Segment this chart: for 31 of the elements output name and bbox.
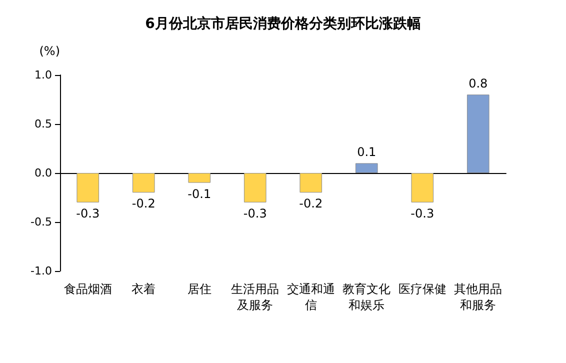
bar <box>355 163 378 173</box>
y-tick-label: -0.5 <box>30 216 52 228</box>
y-tick-label: 0.5 <box>34 118 52 130</box>
y-tick-label: 1.0 <box>34 68 52 82</box>
data-label: -0.1 <box>188 186 212 201</box>
y-tick-label: -1.0 <box>30 264 52 278</box>
x-tick-label: 生活用品及服务 <box>231 282 280 312</box>
bar <box>244 173 266 202</box>
bar <box>188 173 211 183</box>
bar <box>466 94 490 173</box>
bar <box>300 173 322 193</box>
bar <box>132 173 155 193</box>
data-label: -0.2 <box>132 196 156 211</box>
data-label: 0.8 <box>468 76 488 91</box>
x-tick-label: 医疗保健 <box>398 282 446 296</box>
x-tick-label: 食品烟酒 <box>64 282 112 296</box>
data-label: -0.3 <box>76 206 100 220</box>
chart-title: 6月份北京市居民消费价格分类别环比涨跌幅 <box>145 15 421 32</box>
data-label: -0.2 <box>299 196 323 211</box>
x-tick-label: 教育文化和娱乐 <box>342 282 391 312</box>
y-axis-title: (%) <box>39 44 60 58</box>
x-tick-label: 交通和通信 <box>286 282 335 312</box>
data-label: 0.1 <box>357 145 376 160</box>
x-tick-label: 衣着 <box>132 282 156 296</box>
bar <box>411 173 434 202</box>
bar <box>76 173 100 202</box>
y-tick-label: 0.0 <box>34 166 52 180</box>
data-label: -0.3 <box>243 206 267 220</box>
data-label: -0.3 <box>410 206 434 220</box>
x-tick-label: 其他用品和服务 <box>454 282 502 312</box>
x-tick-label: 居住 <box>187 282 212 296</box>
